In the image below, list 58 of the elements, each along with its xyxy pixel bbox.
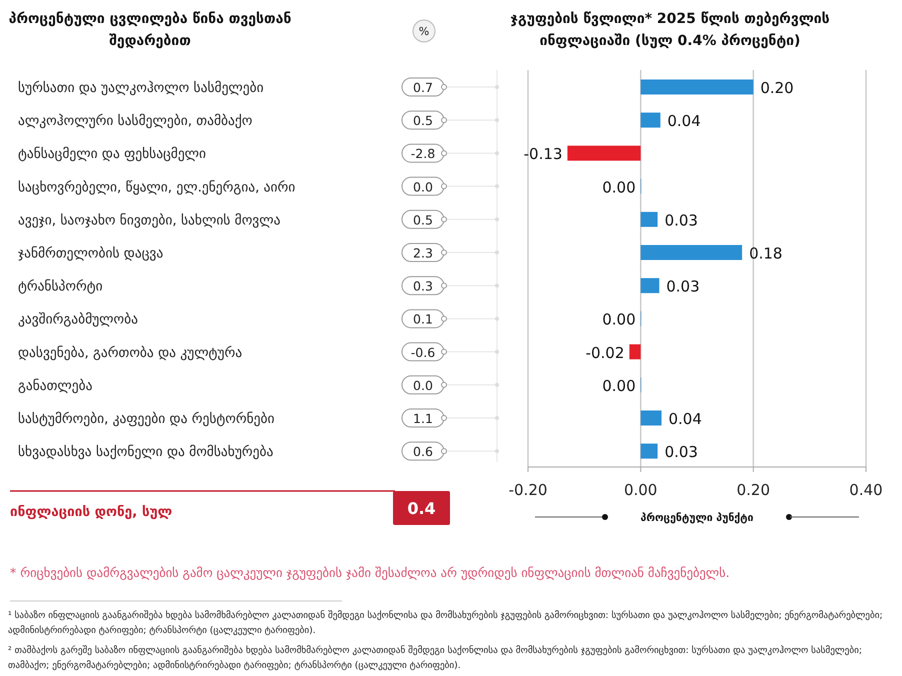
data-label: -0.6 [410, 344, 436, 360]
data-label: 0.03 [664, 211, 698, 230]
data-label: 0.0 [413, 179, 433, 194]
data-label: 0.18 [749, 244, 782, 262]
data-label: 0.1 [413, 312, 433, 327]
data-label: 0.00 [602, 376, 636, 395]
data-label: -0.13 [524, 145, 562, 164]
bar [640, 410, 662, 426]
data-label: 0.00 [602, 178, 636, 196]
data-label: 0.0 [413, 378, 433, 393]
bar [567, 146, 641, 161]
data-label: 0.7 [413, 80, 433, 95]
bar [640, 278, 660, 294]
x-axis-title: პროცენტული პუნქტი [640, 512, 754, 524]
category-label: სასტუმროები, კაფეები და რესტორნები [18, 411, 274, 427]
data-label: 0.04 [668, 410, 702, 428]
data-label: 1.1 [413, 411, 433, 426]
category-label: განათლება [18, 378, 93, 394]
bar [640, 212, 658, 227]
text: % [418, 25, 430, 38]
category-label: სხვადასხვა საქონელი და მომსახურება [18, 444, 274, 460]
x-tick-label: 0.40 [849, 481, 883, 499]
text: ინფლაციის დონე, სულ [10, 504, 172, 520]
category-label: დასვენება, გართობა და კულტურა [18, 344, 242, 361]
bar [640, 80, 754, 94]
bar [640, 444, 658, 459]
data-label: 0.04 [667, 112, 701, 130]
text: ² თამბაქოს გარეშე საბაზო ინფლაციის გაანგარიშება ხდება სამომხმარებლო კალათიდან შემდეგი საქონლისა და მომსახურების ჯგუფების გამორიცხვით: სურსათი და უალკოჰოლო სასმელები; თამბაქო; ენერგომატარებლები; ადმინისტრირებადი ტარიფები; ტრანსპორტი (ცალკეული ტარიფები). [8, 644, 863, 673]
data-label: 0.03 [664, 443, 698, 462]
category-label: საცხოვრებელი, წყალი, ელ.ენერგია, აირი [18, 179, 296, 196]
category-label: ავეჯი, საოჯახო ნივთები, სახლის მოვლა [18, 212, 281, 228]
x-tick-label: 0.20 [736, 481, 770, 499]
category-label: ტანსაცმელი და ფეხსაცმელი [18, 146, 206, 162]
chart-title: ჯგუფების წვლილი* 2025 წლის თებერვლის ინფლაციაში (სულ 0.4% პროცენტი) [509, 10, 831, 51]
data-label: 0.3 [413, 278, 433, 294]
category-label: ალკოჰოლური სასმელები, თამბაქო [18, 113, 252, 130]
data-label: 0.00 [602, 310, 636, 329]
data-label: 0.20 [760, 79, 794, 97]
category-label: სურსათი და უალკოჰოლო სასმელები [18, 80, 264, 96]
data-label: 0.6 [413, 444, 433, 460]
data-label: -0.02 [586, 344, 624, 362]
category-label: კავშირგაბმულობა [18, 312, 138, 328]
data-label: 0.5 [413, 212, 433, 228]
bar [640, 112, 660, 128]
text: 0.4 [407, 499, 436, 518]
x-tick-label: 0.00 [624, 481, 658, 499]
data-label: 0.5 [413, 113, 433, 128]
data-label: 2.3 [413, 246, 433, 260]
text: * რიცხვების დამრგვალების გამო ცალკეული ჯგუფების ჯამი შესაძლოა არ უდრიდეს ინფლაციის მთლიან მაჩვენებელს. [10, 565, 730, 580]
data-label: 0.03 [666, 278, 700, 296]
data-label: -2.8 [410, 146, 436, 162]
x-tick-label: -0.20 [508, 481, 548, 499]
bar [640, 245, 742, 260]
text: ¹ საბაზო ინფლაციის გაანგარიშება ხდება სამომხმარებლო კალათიდან შემდეგი საქონლისა და მომსახურების ჯგუფების გამორიცხვით: სურსათი და უალკოჰოლო სასმელები; ენერგომატარებლები; ადმინისტრირებადი ტარიფები; ტრანსპორტი (ცალკეული ტარიფები). [8, 609, 884, 638]
category-label: ტრანსპორტი [18, 278, 103, 295]
category-label: ჯანმრთელობის დაცვა [18, 246, 164, 262]
text: პროცენტული ცვლილება წინა თვესთან შედარებით [8, 10, 292, 51]
bar [629, 344, 641, 360]
